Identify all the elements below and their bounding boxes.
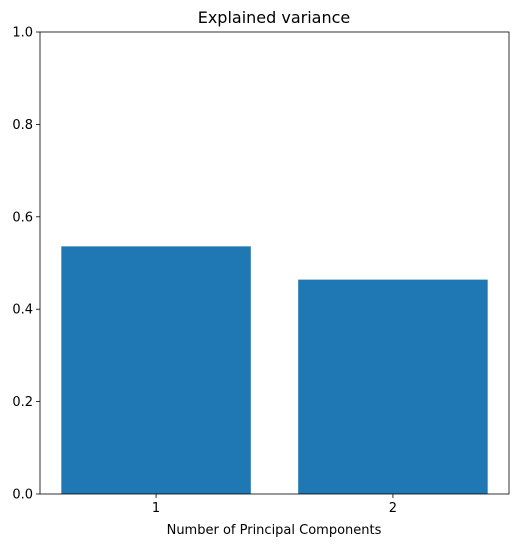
chart-title: Explained variance	[198, 8, 351, 27]
bar-1	[61, 246, 251, 494]
y-tick-label: 0.6	[12, 210, 33, 225]
y-tick-label: 0.4	[12, 303, 33, 318]
y-tick-label: 0.8	[12, 118, 33, 133]
x-axis-label: Number of Principal Components	[167, 523, 382, 538]
plot-frame	[39, 31, 510, 495]
bar-2	[298, 279, 488, 494]
y-tick-label: 0.2	[12, 395, 33, 410]
x-tick-label: 1	[152, 501, 160, 516]
y-tick-label: 0.0	[12, 488, 33, 503]
y-tick-label: 1.0	[12, 26, 33, 41]
bars	[61, 246, 488, 494]
y-axis: 0.0 0.2 0.4 0.6 0.8 1.0	[12, 26, 40, 503]
x-tick-label: 2	[389, 501, 397, 516]
